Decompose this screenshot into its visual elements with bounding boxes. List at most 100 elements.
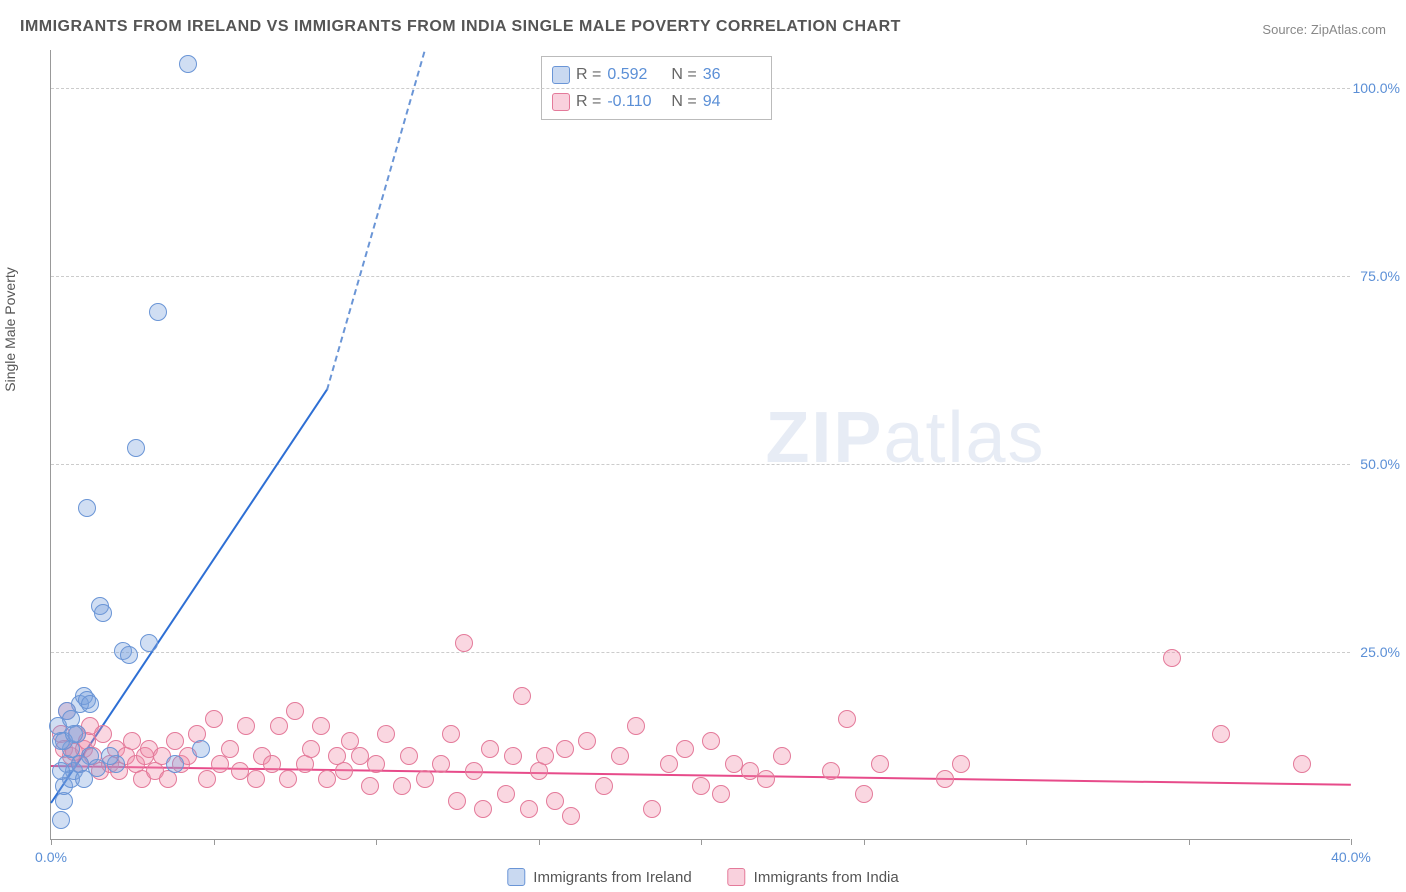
data-point-india: [871, 755, 889, 773]
swatch-india-icon: [552, 93, 570, 111]
y-tick-label: 100.0%: [1353, 80, 1400, 96]
x-tick: [376, 839, 377, 845]
data-point-india: [676, 740, 694, 758]
source-label: Source:: [1262, 22, 1307, 37]
data-point-india: [432, 755, 450, 773]
data-point-india: [562, 807, 580, 825]
scatter-plot-area: ZIPatlas R = 0.592 N = 36 R = -0.110 N =…: [50, 50, 1350, 840]
data-point-india: [702, 732, 720, 750]
data-point-india: [611, 747, 629, 765]
watermark: ZIPatlas: [765, 397, 1045, 479]
data-point-india: [166, 732, 184, 750]
data-point-india: [936, 770, 954, 788]
data-point-india: [773, 747, 791, 765]
y-tick-label: 75.0%: [1360, 268, 1400, 284]
x-tick: [539, 839, 540, 845]
data-point-india: [455, 634, 473, 652]
swatch-india-icon: [728, 868, 746, 886]
r-label: R =: [576, 88, 601, 115]
swatch-ireland-icon: [507, 868, 525, 886]
data-point-ireland: [179, 55, 197, 73]
legend-label-ireland: Immigrants from Ireland: [533, 869, 691, 886]
data-point-india: [318, 770, 336, 788]
gridline: [51, 652, 1350, 653]
data-point-india: [377, 725, 395, 743]
n-label: N =: [671, 61, 696, 88]
data-point-india: [474, 800, 492, 818]
data-point-ireland: [94, 604, 112, 622]
data-point-ireland: [166, 755, 184, 773]
data-point-india: [556, 740, 574, 758]
trend-line: [326, 51, 425, 390]
r-value-ireland: 0.592: [607, 61, 665, 88]
chart-title: IMMIGRANTS FROM IRELAND VS IMMIGRANTS FR…: [20, 18, 901, 36]
data-point-ireland: [75, 770, 93, 788]
data-point-india: [270, 717, 288, 735]
data-point-india: [367, 755, 385, 773]
data-point-india: [94, 725, 112, 743]
data-point-india: [855, 785, 873, 803]
swatch-ireland-icon: [552, 66, 570, 84]
data-point-ireland: [101, 747, 119, 765]
data-point-india: [393, 777, 411, 795]
data-point-ireland: [81, 695, 99, 713]
data-point-ireland: [192, 740, 210, 758]
data-point-india: [237, 717, 255, 735]
data-point-india: [211, 755, 229, 773]
data-point-india: [1212, 725, 1230, 743]
data-point-india: [546, 792, 564, 810]
data-point-india: [286, 702, 304, 720]
data-point-india: [221, 740, 239, 758]
data-point-india: [361, 777, 379, 795]
data-point-india: [198, 770, 216, 788]
data-point-ireland: [149, 303, 167, 321]
x-tick-label: 0.0%: [35, 849, 67, 865]
gridline: [51, 276, 1350, 277]
data-point-ireland: [140, 634, 158, 652]
data-point-india: [822, 762, 840, 780]
x-tick: [1351, 839, 1352, 845]
data-point-ireland: [120, 646, 138, 664]
data-point-india: [481, 740, 499, 758]
gridline: [51, 88, 1350, 89]
legend-item-ireland: Immigrants from Ireland: [507, 868, 691, 886]
data-point-india: [263, 755, 281, 773]
x-tick: [51, 839, 52, 845]
data-point-ireland: [52, 762, 70, 780]
data-point-india: [712, 785, 730, 803]
data-point-india: [513, 687, 531, 705]
data-point-india: [660, 755, 678, 773]
gridline: [51, 464, 1350, 465]
data-point-india: [952, 755, 970, 773]
source-attribution: Source: ZipAtlas.com: [1262, 22, 1386, 37]
y-axis-label: Single Male Poverty: [2, 267, 18, 392]
data-point-india: [1293, 755, 1311, 773]
data-point-india: [416, 770, 434, 788]
x-tick: [1189, 839, 1190, 845]
r-label: R =: [576, 61, 601, 88]
data-point-india: [400, 747, 418, 765]
x-tick: [701, 839, 702, 845]
n-label: N =: [671, 88, 696, 115]
data-point-ireland: [127, 439, 145, 457]
data-point-india: [595, 777, 613, 795]
data-point-india: [643, 800, 661, 818]
data-point-ireland: [65, 725, 83, 743]
data-point-india: [465, 762, 483, 780]
x-tick: [1026, 839, 1027, 845]
data-point-india: [578, 732, 596, 750]
y-tick-label: 25.0%: [1360, 644, 1400, 660]
n-value-india: 94: [703, 88, 761, 115]
data-point-ireland: [52, 811, 70, 829]
data-point-india: [1163, 649, 1181, 667]
data-point-india: [247, 770, 265, 788]
n-value-ireland: 36: [703, 61, 761, 88]
data-point-india: [442, 725, 460, 743]
data-point-india: [448, 792, 466, 810]
x-tick: [864, 839, 865, 845]
data-point-india: [520, 800, 538, 818]
source-value: ZipAtlas.com: [1311, 22, 1386, 37]
data-point-india: [838, 710, 856, 728]
data-point-india: [627, 717, 645, 735]
data-point-india: [497, 785, 515, 803]
